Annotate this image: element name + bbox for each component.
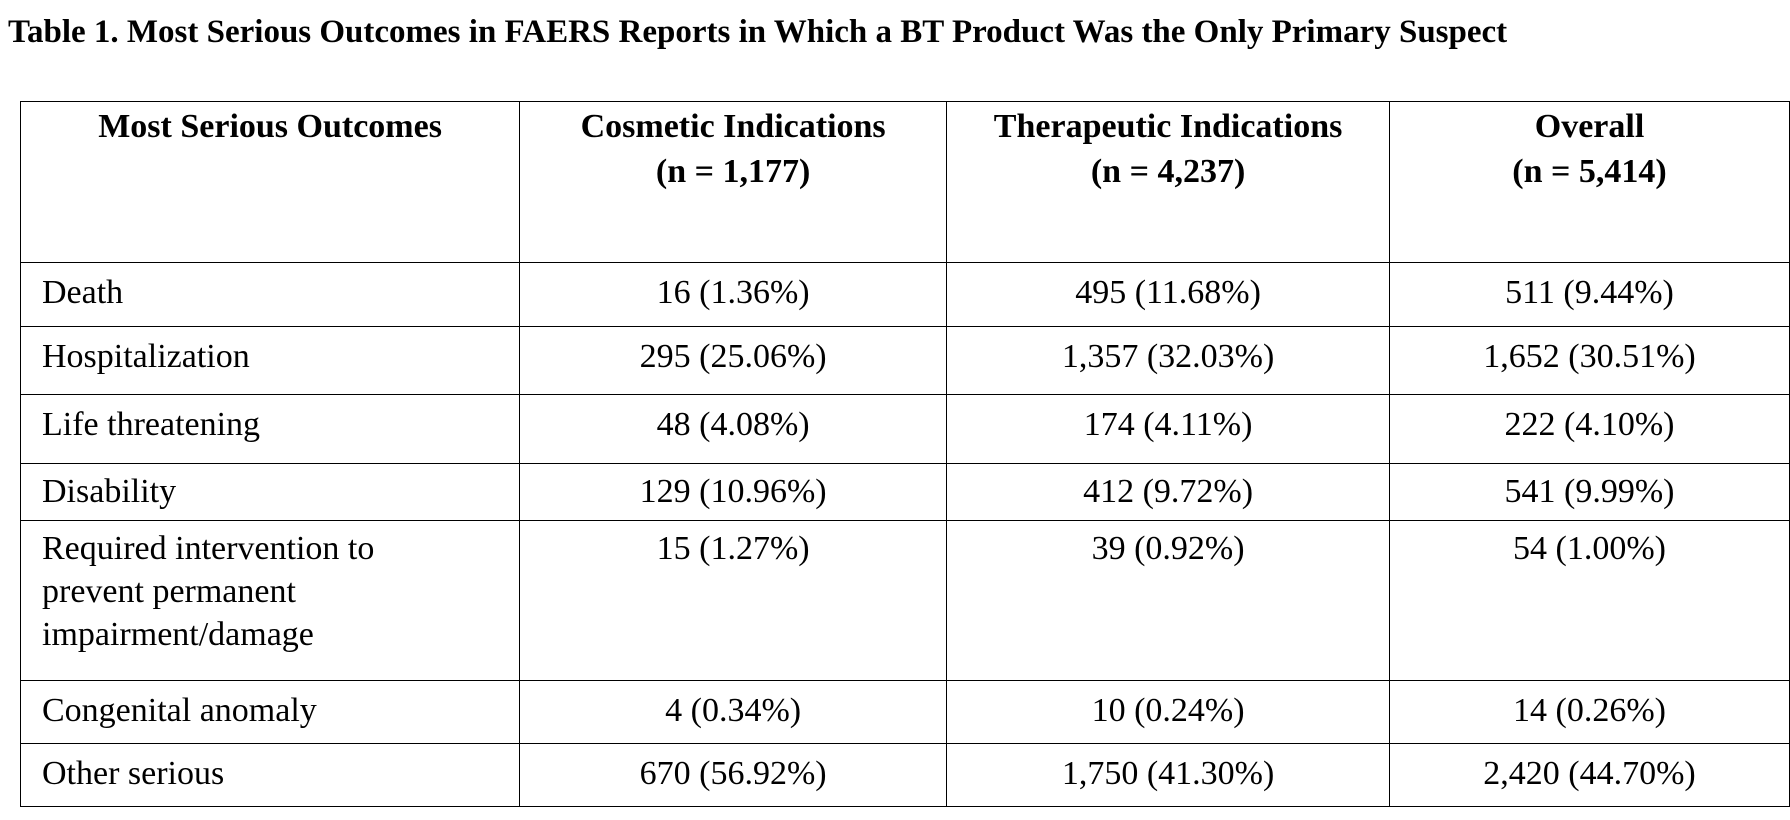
column-header-n: (n = 5,414)	[1512, 153, 1667, 190]
column-header-label: Cosmetic Indications	[580, 108, 886, 145]
column-header-therapeutic: Therapeutic Indications (n = 4,237)	[946, 101, 1391, 263]
overall-cell: 511 (9.44%)	[1389, 262, 1790, 327]
cosmetic-cell: 4 (0.34%)	[519, 680, 948, 744]
outcome-line: prevent permanent	[42, 573, 296, 610]
cosmetic-cell: 48 (4.08%)	[519, 394, 948, 464]
outcome-cell: Life threatening	[19, 394, 521, 464]
overall-cell: 541 (9.99%)	[1389, 463, 1790, 521]
overall-cell: 1,652 (30.51%)	[1389, 326, 1790, 395]
overall-cell: 222 (4.10%)	[1389, 394, 1790, 464]
outcome-cell: Other serious	[19, 743, 521, 807]
table-row: Life threatening 48 (4.08%) 174 (4.11%) …	[19, 394, 1790, 464]
column-header-label: Overall	[1534, 108, 1645, 145]
outcome-cell: Disability	[19, 463, 521, 521]
cosmetic-cell: 15 (1.27%)	[519, 520, 948, 681]
therapeutic-cell: 495 (11.68%)	[946, 262, 1391, 327]
overall-cell: 14 (0.26%)	[1389, 680, 1790, 744]
column-header-outcomes: Most Serious Outcomes	[19, 101, 521, 263]
therapeutic-cell: 39 (0.92%)	[946, 520, 1391, 681]
column-header-cosmetic: Cosmetic Indications (n = 1,177)	[519, 101, 948, 263]
overall-cell: 2,420 (44.70%)	[1389, 743, 1790, 807]
table-row: Congenital anomaly 4 (0.34%) 10 (0.24%) …	[19, 680, 1790, 744]
table-row: Disability 129 (10.96%) 412 (9.72%) 541 …	[19, 463, 1790, 521]
outcome-line: Required intervention to	[42, 530, 375, 567]
cosmetic-cell: 295 (25.06%)	[519, 326, 948, 395]
table-row: Hospitalization 295 (25.06%) 1,357 (32.0…	[19, 326, 1790, 395]
outcome-line: impairment/damage	[42, 616, 314, 653]
cosmetic-cell: 16 (1.36%)	[519, 262, 948, 327]
therapeutic-cell: 1,357 (32.03%)	[946, 326, 1391, 395]
column-header-label: Most Serious Outcomes	[98, 108, 442, 145]
column-header-n: (n = 4,237)	[1090, 153, 1246, 190]
outcome-cell: Death	[19, 262, 521, 327]
cosmetic-cell: 670 (56.92%)	[519, 743, 948, 807]
therapeutic-cell: 10 (0.24%)	[946, 680, 1391, 744]
column-header-n: (n = 1,177)	[655, 153, 811, 190]
table-title: Table 1. Most Serious Outcomes in FAERS …	[8, 14, 1508, 50]
outcome-cell: Hospitalization	[19, 326, 521, 395]
therapeutic-cell: 412 (9.72%)	[946, 463, 1391, 521]
column-header-label: Therapeutic Indications	[993, 108, 1343, 145]
cosmetic-cell: 129 (10.96%)	[519, 463, 948, 521]
outcome-cell: Required intervention to prevent permane…	[19, 520, 521, 681]
column-header-overall: Overall (n = 5,414)	[1389, 101, 1790, 263]
table-row: Other serious 670 (56.92%) 1,750 (41.30%…	[19, 743, 1790, 807]
therapeutic-cell: 1,750 (41.30%)	[946, 743, 1391, 807]
outcomes-table: Most Serious Outcomes Cosmetic Indicatio…	[19, 101, 1790, 807]
overall-cell: 54 (1.00%)	[1389, 520, 1790, 681]
header-row: Most Serious Outcomes Cosmetic Indicatio…	[19, 101, 1790, 263]
therapeutic-cell: 174 (4.11%)	[946, 394, 1391, 464]
table-row: Death 16 (1.36%) 495 (11.68%) 511 (9.44%…	[19, 262, 1790, 327]
table-row: Required intervention to prevent permane…	[19, 520, 1790, 681]
outcome-cell: Congenital anomaly	[19, 680, 521, 744]
